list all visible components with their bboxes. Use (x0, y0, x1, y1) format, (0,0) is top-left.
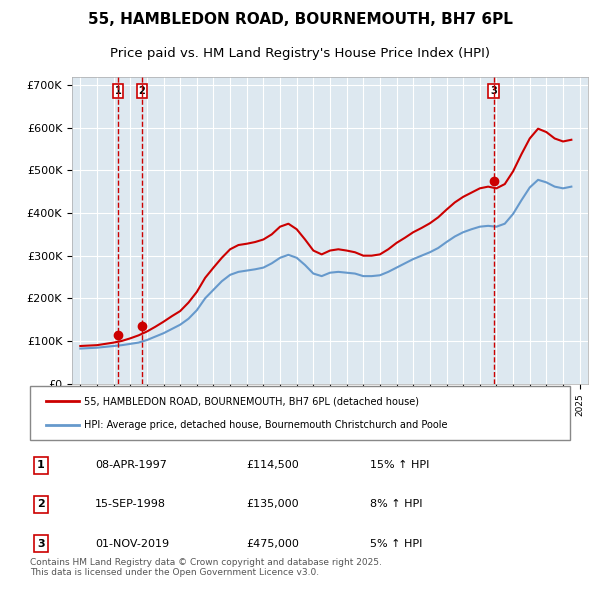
FancyBboxPatch shape (30, 386, 570, 440)
Text: 55, HAMBLEDON ROAD, BOURNEMOUTH, BH7 6PL (detached house): 55, HAMBLEDON ROAD, BOURNEMOUTH, BH7 6PL… (84, 396, 419, 407)
Text: 2: 2 (139, 86, 145, 96)
Text: 5% ↑ HPI: 5% ↑ HPI (370, 539, 422, 549)
Text: Price paid vs. HM Land Registry's House Price Index (HPI): Price paid vs. HM Land Registry's House … (110, 47, 490, 60)
Text: 15-SEP-1998: 15-SEP-1998 (95, 500, 166, 509)
Text: 08-APR-1997: 08-APR-1997 (95, 460, 167, 470)
Text: 1: 1 (115, 86, 121, 96)
Text: 2: 2 (37, 500, 44, 509)
Text: 3: 3 (37, 539, 44, 549)
Text: HPI: Average price, detached house, Bournemouth Christchurch and Poole: HPI: Average price, detached house, Bour… (84, 419, 448, 430)
Text: £475,000: £475,000 (246, 539, 299, 549)
Text: 55, HAMBLEDON ROAD, BOURNEMOUTH, BH7 6PL: 55, HAMBLEDON ROAD, BOURNEMOUTH, BH7 6PL (88, 12, 512, 27)
Text: Contains HM Land Registry data © Crown copyright and database right 2025.
This d: Contains HM Land Registry data © Crown c… (30, 558, 382, 577)
Text: 8% ↑ HPI: 8% ↑ HPI (370, 500, 422, 509)
Text: 15% ↑ HPI: 15% ↑ HPI (370, 460, 430, 470)
Text: 3: 3 (490, 86, 497, 96)
Text: £114,500: £114,500 (246, 460, 299, 470)
Text: 1: 1 (37, 460, 44, 470)
Text: 01-NOV-2019: 01-NOV-2019 (95, 539, 169, 549)
Text: £135,000: £135,000 (246, 500, 299, 509)
